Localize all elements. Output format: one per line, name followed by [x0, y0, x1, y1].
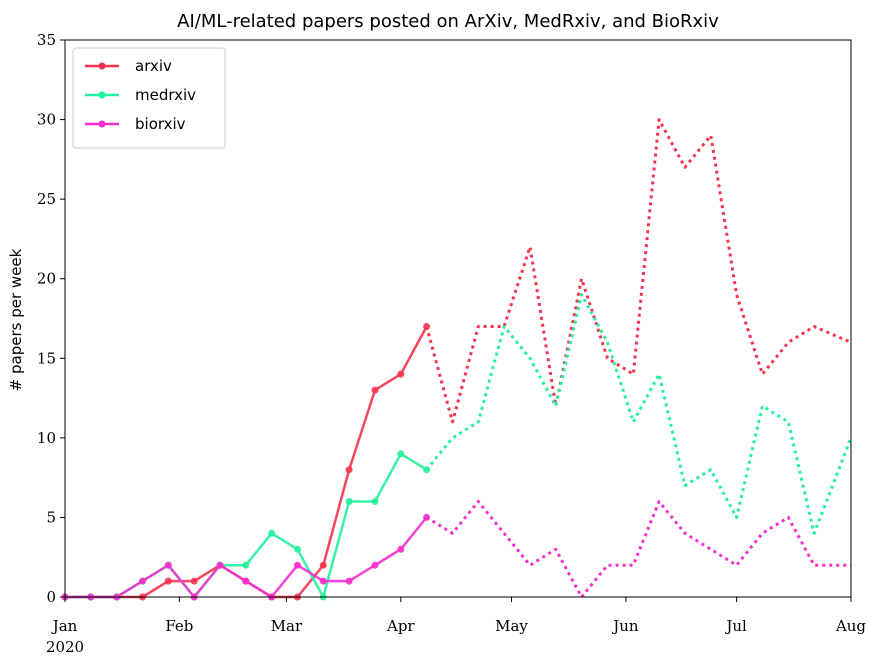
data-point-biorxiv: [139, 577, 146, 585]
data-point-arxiv: [397, 370, 405, 378]
series-biorxiv: [61, 500, 851, 601]
data-point-biorxiv: [423, 513, 431, 521]
data-point-medrxiv: [423, 466, 431, 474]
legend-label-medrxiv: medrxiv: [135, 86, 196, 104]
data-point-medrxiv: [268, 529, 276, 537]
y-tick-label: 35: [37, 31, 56, 49]
x-tick-label: Jan: [51, 617, 78, 635]
x-tick-label: Aug: [835, 617, 866, 635]
y-tick-label: 15: [37, 349, 56, 367]
series-layer: [61, 118, 853, 601]
data-point-biorxiv: [164, 561, 172, 569]
data-point-arxiv: [345, 466, 353, 474]
data-point-arxiv: [371, 386, 379, 394]
chart-title: AI/ML-related papers posted on ArXiv, Me…: [177, 11, 719, 32]
data-point-arxiv: [190, 577, 198, 585]
y-tick-label: 25: [37, 190, 56, 208]
y-tick-label: 30: [37, 111, 56, 129]
data-point-arxiv: [319, 561, 327, 569]
legend-label-arxiv: arxiv: [135, 57, 172, 75]
data-point-biorxiv: [397, 545, 405, 553]
y-tick-label: 20: [37, 270, 56, 288]
data-point-arxiv: [164, 577, 172, 585]
x-tick-label: May: [495, 617, 528, 635]
x-tick-sublabel: 2020: [46, 638, 84, 656]
data-point-medrxiv: [242, 561, 250, 569]
data-point-biorxiv: [371, 561, 379, 569]
y-tick-label: 5: [46, 508, 56, 526]
legend-marker-biorxiv: [98, 120, 106, 128]
series-projection-line-arxiv: [425, 118, 852, 424]
series-line-biorxiv: [65, 516, 428, 599]
legend-label-biorxiv: biorxiv: [135, 115, 186, 133]
data-point-medrxiv: [294, 545, 301, 553]
legend-marker-arxiv: [98, 62, 106, 70]
y-tick-label: 10: [37, 429, 56, 447]
series-line-medrxiv: [65, 452, 428, 599]
x-tick-label: Feb: [165, 617, 193, 635]
y-tick-label: 0: [46, 588, 56, 606]
data-point-biorxiv: [345, 577, 353, 585]
data-point-medrxiv: [345, 498, 353, 505]
x-tick-label: Jun: [611, 617, 639, 635]
data-point-biorxiv: [216, 561, 224, 569]
series-line-arxiv: [65, 325, 428, 599]
y-axis: 0 5 10 15 20 25 30 35: [37, 31, 65, 606]
y-axis-label: # papers per week: [7, 248, 25, 391]
x-axis: Jan 2020 Feb Mar Apr May Jun Jul Aug: [46, 597, 866, 656]
data-point-biorxiv: [294, 561, 301, 569]
series-projection-line-biorxiv: [425, 500, 851, 599]
plot-frame: [64, 39, 852, 598]
data-point-biorxiv: [242, 577, 250, 585]
x-tick-label: Jul: [724, 617, 747, 635]
data-point-biorxiv: [319, 577, 327, 585]
legend-marker-medrxiv: [98, 91, 106, 99]
x-tick-label: Mar: [271, 617, 303, 635]
x-tick-label: Apr: [386, 617, 415, 635]
data-point-arxiv: [423, 323, 431, 330]
data-point-medrxiv: [371, 498, 379, 505]
data-point-medrxiv: [397, 450, 405, 458]
series-medrxiv: [61, 293, 853, 601]
legend: arxiv medrxiv biorxiv: [72, 47, 226, 149]
